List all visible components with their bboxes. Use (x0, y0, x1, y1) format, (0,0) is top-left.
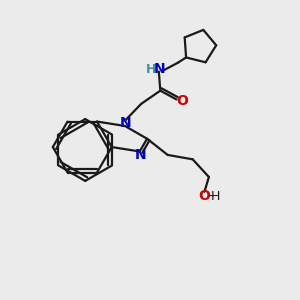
Text: N: N (120, 116, 131, 130)
Text: -: - (208, 189, 213, 203)
Text: O: O (198, 189, 210, 203)
Text: H: H (211, 190, 220, 203)
Text: N: N (154, 62, 165, 76)
Text: O: O (176, 94, 188, 108)
Text: N: N (134, 148, 146, 162)
Text: H: H (146, 63, 156, 76)
